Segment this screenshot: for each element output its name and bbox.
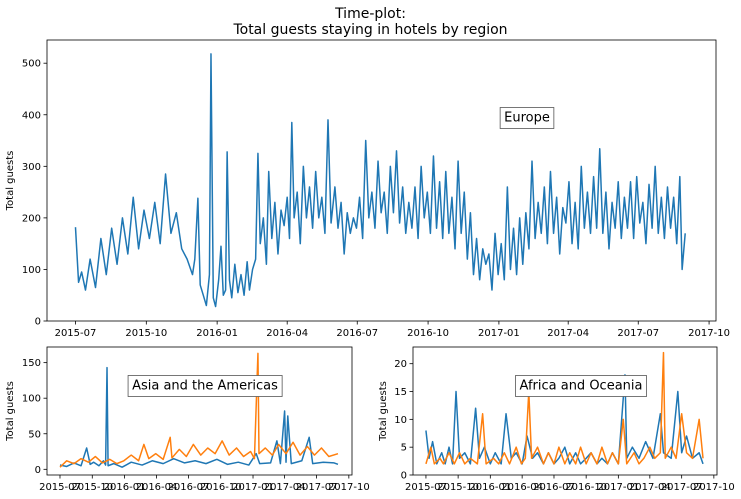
africa-and-oceania-xtick-label: 2017-10 <box>693 482 735 493</box>
europe-plot-frame <box>46 39 717 322</box>
africa-and-oceania-plot-frame <box>412 346 718 476</box>
figure-title-line2: Total guests staying in hotels by region <box>232 22 507 38</box>
africa-and-oceania-ytick-label: 15 <box>394 387 407 398</box>
africa-and-oceania-xtick-label: 2016-01 <box>469 482 511 493</box>
africa-oceania-panel: 051015202015-072015-102016-012016-042016… <box>378 346 735 493</box>
europe-xtick-label: 2016-01 <box>196 328 238 339</box>
africa-and-oceania-series-2-line <box>425 351 704 465</box>
asia-and-the-americas-xtick-label: 2016-10 <box>200 482 242 493</box>
asia-and-the-americas-xtick-label: 2015-10 <box>71 482 113 493</box>
africa-and-oceania-xtick-label: 2016-10 <box>565 482 607 493</box>
europe-panel: 0 100 200 300 400 500 2015-07 2015-10 2016-01 201… <box>5 39 730 339</box>
africa-and-oceania-xtick-label: 2015-10 <box>437 482 479 493</box>
asia-and-the-americas-plot-frame <box>46 346 353 476</box>
africa-and-oceania-annotation-box <box>515 375 647 397</box>
asia-and-the-americas-annotation: Asia and the Americas <box>132 379 278 394</box>
asia-and-the-americas-series-1-line <box>59 366 339 468</box>
africa-and-oceania-xtick-label: 2016-04 <box>501 482 543 493</box>
europe-xtick-label: 2015-10 <box>125 328 167 339</box>
europe-ytick-label: 500 <box>22 59 41 70</box>
europe-xtick-label: 2016-07 <box>336 328 378 339</box>
asia-and-the-americas-xtick-label: 2017-01 <box>232 482 274 493</box>
africa-and-oceania-xtick-label: 2017-07 <box>661 482 703 493</box>
africa-and-oceania-ylabel: Total guests <box>378 381 389 442</box>
africa-and-oceania-xtick-label: 2017-01 <box>597 482 639 493</box>
europe-ytick-label: 100 <box>22 265 41 276</box>
asia-and-the-americas-series-2-line <box>59 352 339 468</box>
asia-and-the-americas-xtick-label: 2015-07 <box>39 482 81 493</box>
asia-and-the-americas-xtick-label: 2017-10 <box>328 482 370 493</box>
europe-ytick-label: 300 <box>22 162 41 173</box>
asia-americas-panel: 0501001502015-072015-102016-012016-04201… <box>5 346 370 493</box>
europe-xtick-label: 2017-01 <box>478 328 520 339</box>
asia-and-the-americas-annotation-box <box>127 375 283 397</box>
europe-xtick-label: 2016-10 <box>407 328 449 339</box>
asia-and-the-americas-ytick-label: 50 <box>28 429 41 440</box>
asia-and-the-americas-ytick-label: 100 <box>22 394 41 405</box>
europe-annotation-box <box>499 107 555 129</box>
africa-and-oceania-ytick-label: 0 <box>401 471 407 482</box>
europe-series-1-line <box>74 53 686 308</box>
europe-xtick-label: 2016-04 <box>266 328 308 339</box>
asia-and-the-americas-xtick-label: 2016-07 <box>168 482 210 493</box>
africa-and-oceania-annotation: Africa and Oceania <box>520 379 643 394</box>
africa-and-oceania-xtick-label: 2016-07 <box>533 482 575 493</box>
asia-and-the-americas-xtick-label: 2017-07 <box>296 482 338 493</box>
asia-and-the-americas-xtick-label: 2016-04 <box>136 482 178 493</box>
africa-and-oceania-ytick-label: 10 <box>394 415 407 426</box>
europe-xtick-label: 2017-04 <box>547 328 589 339</box>
asia-and-the-americas-ytick-label: 0 <box>35 465 41 476</box>
africa-and-oceania-ytick-label: 5 <box>401 443 407 454</box>
asia-and-the-americas-ylabel: Total guests <box>5 381 16 442</box>
europe-ytick-label: 400 <box>22 110 41 121</box>
asia-and-the-americas-xtick-label: 2017-04 <box>264 482 306 493</box>
asia-and-the-americas-xtick-label: 2016-01 <box>104 482 146 493</box>
figure-title-line1: Time-plot: <box>334 6 406 22</box>
africa-and-oceania-ytick-label: 20 <box>394 359 407 370</box>
europe-xtick-label: 2017-07 <box>617 328 659 339</box>
europe-ytick-label: 0 <box>35 317 41 328</box>
asia-and-the-americas-ytick-label: 150 <box>22 358 41 369</box>
europe-ytick-label: 200 <box>22 213 41 224</box>
africa-and-oceania-xtick-label: 2015-07 <box>405 482 447 493</box>
europe-ylabel: Total guests <box>5 151 16 212</box>
europe-xtick-label: 2015-07 <box>55 328 97 339</box>
europe-xtick-label: 2017-10 <box>688 328 730 339</box>
africa-and-oceania-xtick-label: 2017-04 <box>629 482 671 493</box>
europe-annotation: Europe <box>504 111 550 126</box>
